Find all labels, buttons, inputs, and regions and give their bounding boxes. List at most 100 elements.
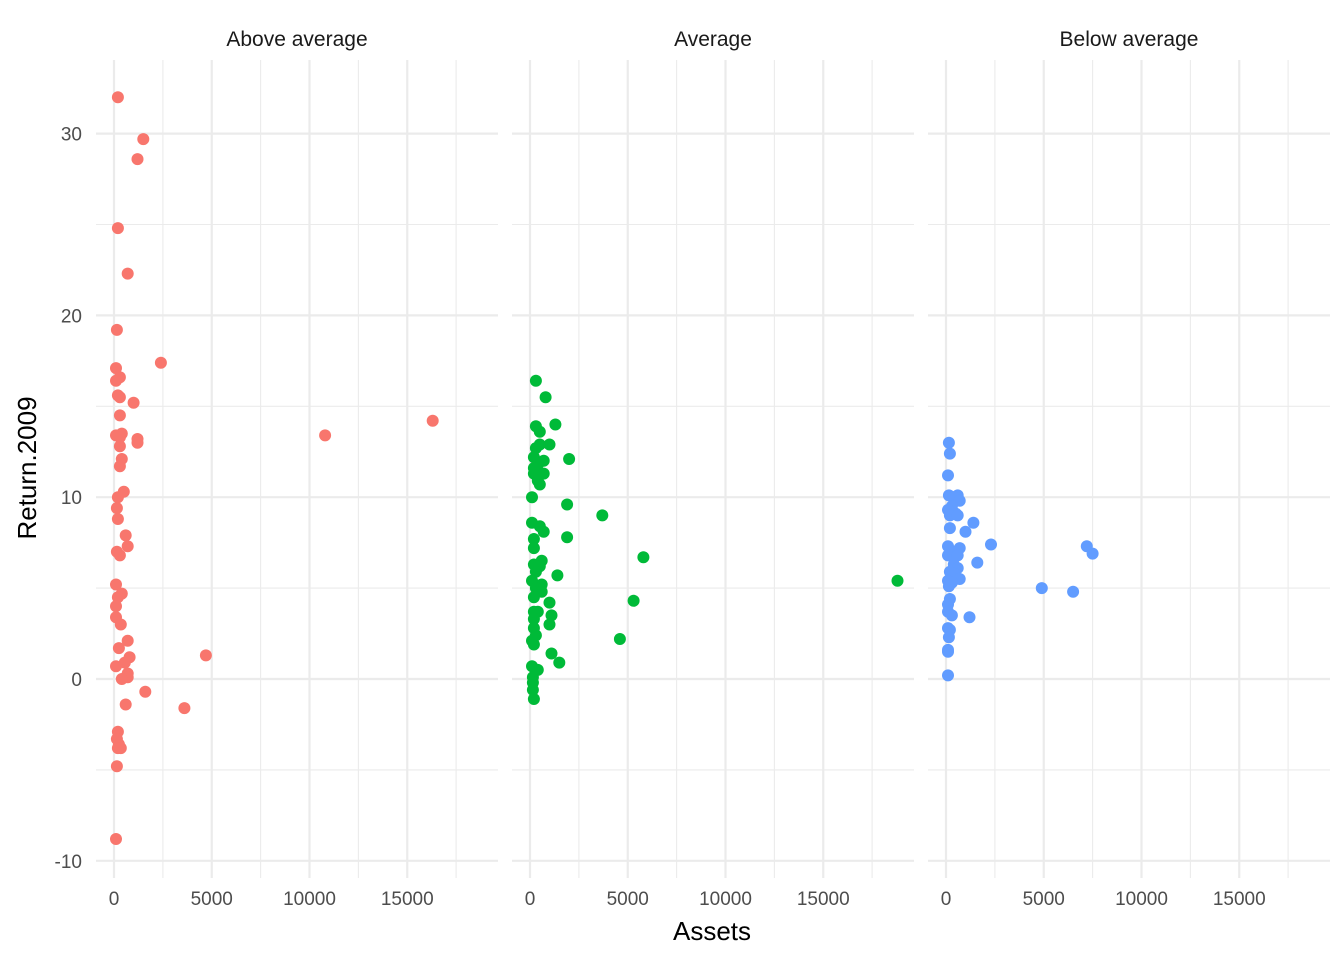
data-point [113, 460, 126, 473]
y-axis-title: Return.2009 [12, 396, 42, 539]
data-point [527, 533, 540, 545]
data-point [545, 647, 558, 660]
y-tick-label: 0 [71, 670, 82, 691]
data-point [121, 540, 134, 553]
data-point [627, 594, 640, 607]
data-point [951, 549, 964, 562]
data-point [112, 642, 125, 655]
data-point [114, 618, 127, 631]
facet-panels: Above average 0 5000 10000 15000 Average 0 5000… [96, 28, 1330, 910]
x-tick-label: 5000 [607, 889, 649, 910]
data-point [533, 425, 546, 438]
data-point [127, 396, 140, 409]
data-point [113, 409, 126, 422]
data-point [637, 551, 650, 564]
data-point [526, 491, 538, 504]
data-point [111, 91, 124, 104]
data-point [426, 414, 439, 427]
data-point [1035, 582, 1048, 595]
data-point [959, 525, 972, 538]
data-point [945, 609, 958, 622]
data-point [178, 702, 191, 715]
data-point [526, 683, 539, 696]
data-point [891, 574, 904, 587]
data-point [529, 565, 542, 578]
x-tick-label: 10000 [283, 889, 336, 910]
data-point [549, 418, 562, 431]
data-point [942, 436, 955, 449]
data-point [942, 631, 955, 644]
x-tick-label: 5000 [1023, 889, 1065, 910]
y-tick-label: -10 [55, 852, 82, 873]
data-point [131, 153, 144, 166]
data-point [596, 509, 609, 522]
data-point [967, 516, 980, 529]
data-point [115, 673, 128, 685]
data-point [942, 580, 955, 593]
data-point [543, 618, 556, 631]
data-point [119, 529, 132, 542]
data-point [943, 447, 956, 460]
y-tick-label: 30 [61, 125, 82, 146]
x-tick-label: 15000 [797, 889, 850, 910]
data-point [111, 513, 124, 525]
x-tick-label: 0 [941, 889, 952, 910]
x-axis-title: Assets [673, 916, 751, 946]
x-tick-label: 15000 [381, 889, 434, 910]
data-point [119, 698, 132, 711]
data-point [110, 502, 123, 515]
data-point [113, 431, 126, 444]
data-point [551, 569, 564, 582]
data-point [963, 611, 976, 624]
data-point [613, 633, 626, 645]
data-point [527, 693, 540, 705]
data-point [533, 478, 546, 491]
data-point [553, 656, 566, 669]
x-tick-label: 5000 [191, 889, 233, 910]
data-point [110, 374, 122, 387]
data-point [110, 760, 123, 773]
data-point [137, 133, 150, 146]
data-point [527, 591, 540, 604]
data-point [543, 438, 556, 451]
y-axis: -10 0 10 20 30 [55, 125, 82, 873]
data-point [529, 374, 542, 387]
data-point [942, 549, 954, 562]
data-point [113, 391, 126, 404]
data-point [1067, 585, 1080, 598]
data-point [942, 645, 954, 658]
data-point [319, 429, 332, 442]
data-point [154, 356, 167, 369]
data-point [110, 362, 122, 375]
x-tick-label: 0 [525, 889, 536, 910]
data-point [199, 649, 212, 662]
data-point [545, 609, 558, 622]
data-point [943, 522, 956, 535]
facet-strip-label: Average [674, 28, 752, 51]
data-point [527, 613, 540, 625]
data-point [110, 833, 122, 845]
data-point [113, 549, 126, 562]
data-point [951, 509, 964, 522]
y-tick-label: 10 [61, 488, 82, 509]
data-point [110, 660, 122, 673]
data-point [110, 600, 122, 613]
x-tick-label: 0 [109, 889, 120, 910]
data-point [985, 538, 997, 551]
facet-panel: Above average 0 5000 10000 15000 [96, 28, 498, 910]
data-point [111, 591, 124, 604]
data-point [1086, 547, 1099, 560]
data-point [121, 267, 134, 280]
data-point [111, 222, 124, 235]
data-point [110, 578, 122, 591]
data-point [121, 634, 134, 647]
data-point [131, 436, 144, 449]
data-point [971, 556, 984, 569]
data-point [561, 531, 574, 544]
data-point [527, 542, 540, 555]
data-point [529, 442, 542, 455]
data-point [539, 391, 552, 404]
data-point [563, 453, 576, 465]
data-point [113, 440, 126, 453]
